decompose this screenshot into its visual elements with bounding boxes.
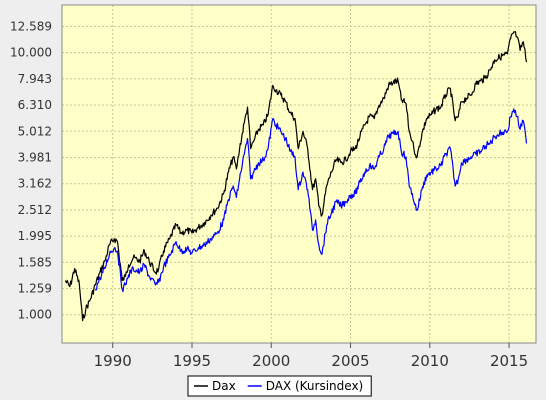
- plot-area: [62, 5, 536, 343]
- y-tick-label: 10.000: [10, 46, 52, 60]
- legend-box: [187, 375, 372, 397]
- x-tick-label: 2010: [411, 352, 449, 370]
- plot-border: [61, 4, 537, 344]
- series-line-dax: [64, 31, 528, 322]
- y-tick-label: 1.000: [18, 308, 52, 322]
- legend-label: Dax: [212, 379, 236, 393]
- x-tick-label: 1990: [94, 352, 132, 370]
- y-tick-label: 1.585: [18, 255, 52, 269]
- y-tick-label: 12.589: [10, 19, 52, 33]
- y-tick-label: 6.310: [18, 98, 52, 112]
- legend-label: DAX (Kursindex): [266, 379, 364, 393]
- series-lines: [64, 31, 528, 322]
- grid-lines: [62, 5, 536, 343]
- series-line-dax-kursindex: [94, 108, 528, 293]
- y-tick-label: 2.512: [18, 203, 52, 217]
- y-tick-label: 1.259: [18, 282, 52, 296]
- y-tick-label: 5.012: [18, 124, 52, 138]
- y-tick-label: 7.943: [18, 72, 52, 86]
- legend: Dax DAX (Kursindex): [187, 375, 372, 397]
- y-tick-label: 3.162: [18, 177, 52, 191]
- x-tick-label: 2000: [252, 352, 290, 370]
- x-axis: 1990 1995 2000 2005 2010 2015: [94, 343, 528, 370]
- x-tick-label: 2005: [331, 352, 369, 370]
- y-tick-label: 1.995: [18, 229, 52, 243]
- x-tick-label: 1995: [173, 352, 211, 370]
- y-axis: 1.000 1.259 1.585 1.995 2.512 3.162 3.981 5.012…: [10, 19, 52, 321]
- y-tick-label: 3.981: [18, 150, 52, 164]
- x-tick-label: 2015: [490, 352, 528, 370]
